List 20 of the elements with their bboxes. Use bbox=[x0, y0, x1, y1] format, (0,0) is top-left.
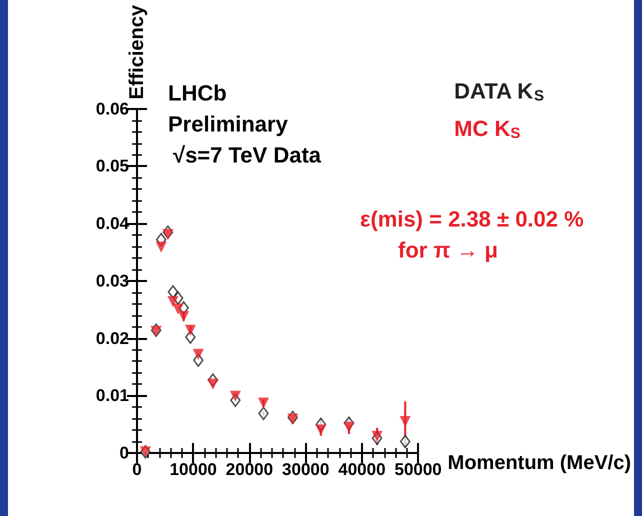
annotation: √s=7 TeV Data bbox=[173, 142, 322, 168]
annotation: for π → μ bbox=[398, 238, 498, 262]
y-tick-label: 0.01 bbox=[96, 386, 129, 406]
annotation: ε(mis) = 2.38 ± 0.02 % bbox=[360, 206, 584, 232]
y-tick-label: 0 bbox=[120, 444, 129, 462]
y-tick-label: 0.04 bbox=[96, 214, 130, 234]
x-tick-label: 20000 bbox=[226, 460, 274, 479]
y-tick-label: 0.05 bbox=[96, 156, 129, 176]
y-tick-label: 0.06 bbox=[96, 99, 129, 118]
x-tick-label: 30000 bbox=[282, 460, 330, 479]
x-tick-label: 50000 bbox=[394, 460, 442, 479]
x-tick-label: 10000 bbox=[170, 460, 217, 479]
y-tick-label: 0.03 bbox=[96, 271, 129, 290]
x-tick-label: 0 bbox=[132, 460, 142, 479]
x-tick-label: 40000 bbox=[338, 460, 386, 479]
x-axis-title: Momentum (MeV/c) bbox=[448, 452, 631, 474]
text: LHCb bbox=[168, 80, 227, 106]
y-tick-label: 0.02 bbox=[96, 328, 129, 348]
y-axis-title: Efficiency bbox=[126, 4, 148, 100]
annotation: Preliminary bbox=[168, 112, 289, 136]
